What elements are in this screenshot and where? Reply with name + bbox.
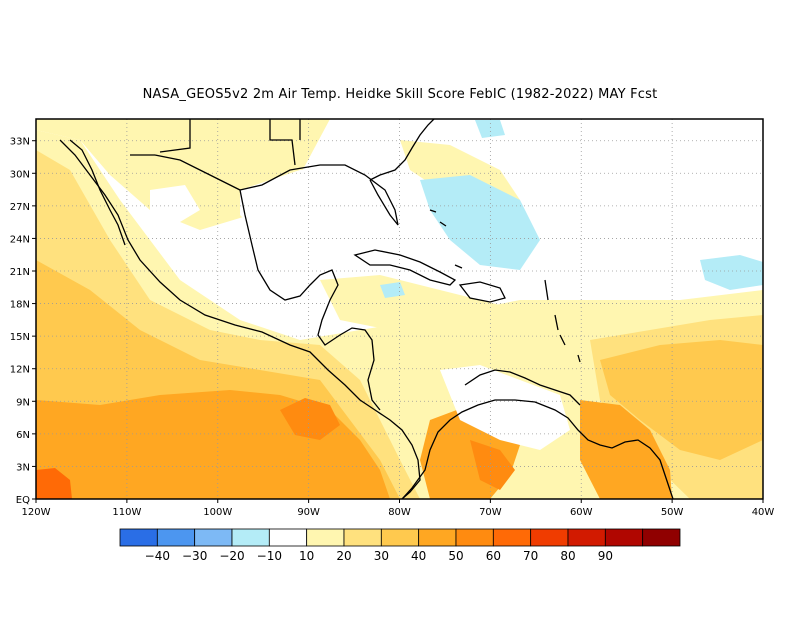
field-region bbox=[700, 255, 763, 290]
x-tick-label: 90W bbox=[297, 507, 320, 518]
coastlines bbox=[59, 119, 674, 499]
colorbar-swatch bbox=[530, 528, 569, 547]
colorbar-label: −10 bbox=[257, 549, 282, 563]
coastline-florida bbox=[369, 119, 435, 181]
colorbar-label: 70 bbox=[523, 549, 538, 563]
coastline-baja bbox=[69, 139, 126, 246]
y-tick-label: 21N bbox=[10, 267, 30, 278]
colorbar-label: 20 bbox=[336, 549, 351, 563]
colorbar-swatch bbox=[380, 528, 420, 547]
field-region bbox=[420, 175, 540, 270]
coastline-hispaniola bbox=[458, 281, 506, 303]
y-axis-ticks: EQ 3N 6N 9N 12N 15N 18N 21N 24N 27N 30N 33N bbox=[10, 137, 36, 506]
field-region bbox=[440, 365, 570, 450]
x-axis-ticks: 120W 110W 100W 90W 80W 70W 60W 50W 40W bbox=[22, 499, 775, 518]
coastline-us-gulf bbox=[239, 164, 399, 226]
colorbar-swatch bbox=[231, 528, 270, 547]
field-region bbox=[475, 120, 505, 138]
colorbar-swatch bbox=[604, 528, 644, 547]
colorbar-label: 30 bbox=[374, 549, 389, 563]
x-tick-label: 70W bbox=[479, 507, 502, 518]
field-region bbox=[240, 165, 400, 250]
x-tick-label: 100W bbox=[203, 507, 232, 518]
gridlines bbox=[36, 119, 763, 499]
field-region bbox=[150, 185, 200, 225]
field-region bbox=[36, 468, 72, 499]
border-lines bbox=[130, 119, 301, 166]
coastline-mexico-pacific bbox=[59, 139, 421, 499]
x-tick-label: 80W bbox=[388, 507, 411, 518]
coastline-southamerica bbox=[401, 399, 674, 499]
y-tick-label: 24N bbox=[10, 234, 30, 245]
colorbar-swatch bbox=[306, 528, 345, 547]
x-tick-label: 120W bbox=[22, 507, 51, 518]
field-region bbox=[380, 282, 405, 298]
colorbar-label: 80 bbox=[560, 549, 575, 563]
field-region bbox=[540, 119, 763, 160]
field-region bbox=[470, 440, 515, 490]
coastline-islands bbox=[429, 209, 581, 363]
coastline-cuba bbox=[353, 249, 457, 286]
y-tick-label: 3N bbox=[16, 462, 30, 473]
colorbar-label: −40 bbox=[145, 549, 170, 563]
colorbar: −40 −30 −20 −10 10 20 30 40 50 60 70 80 90 bbox=[119, 528, 681, 563]
colorbar-swatch bbox=[343, 528, 382, 547]
field-region bbox=[580, 400, 672, 499]
y-tick-label: 18N bbox=[10, 300, 30, 311]
colorbar-swatch bbox=[642, 528, 681, 547]
y-tick-label: 12N bbox=[10, 365, 30, 376]
y-tick-label: EQ bbox=[16, 495, 30, 506]
chart-title: NASA_GEOS5v2 2m Air Temp. Heidke Skill S… bbox=[142, 87, 658, 102]
colorbar-swatch bbox=[156, 528, 196, 547]
colorbar-label: 40 bbox=[411, 549, 426, 563]
y-tick-label: 6N bbox=[16, 430, 30, 441]
colorbar-swatch bbox=[567, 528, 606, 547]
y-tick-label: 9N bbox=[16, 397, 30, 408]
field-region bbox=[600, 340, 763, 460]
colorbar-label: 50 bbox=[448, 549, 463, 563]
y-tick-label: 27N bbox=[10, 202, 30, 213]
x-tick-label: 40W bbox=[752, 507, 775, 518]
y-tick-label: 33N bbox=[10, 137, 30, 148]
colorbar-label: −20 bbox=[219, 549, 244, 563]
colorbar-label: 10 bbox=[299, 549, 314, 563]
x-tick-label: 60W bbox=[570, 507, 593, 518]
coastline-venezuela bbox=[464, 369, 581, 406]
colorbar-swatch bbox=[418, 528, 457, 547]
field-region bbox=[280, 398, 340, 440]
colorbar-swatch bbox=[268, 528, 308, 547]
coastline-gulf bbox=[154, 154, 381, 411]
x-tick-label: 110W bbox=[112, 507, 141, 518]
y-tick-label: 15N bbox=[10, 332, 30, 343]
colorbar-label: 90 bbox=[598, 549, 613, 563]
colorbar-label: −30 bbox=[182, 549, 207, 563]
colorbar-label: 60 bbox=[486, 549, 501, 563]
field-region bbox=[320, 275, 560, 345]
x-tick-label: 50W bbox=[661, 507, 684, 518]
y-tick-label: 30N bbox=[10, 169, 30, 180]
colorbar-swatch bbox=[492, 528, 532, 547]
colorbar-swatch bbox=[119, 528, 158, 547]
colorbar-swatch bbox=[455, 528, 494, 547]
colorbar-swatch bbox=[194, 528, 233, 547]
